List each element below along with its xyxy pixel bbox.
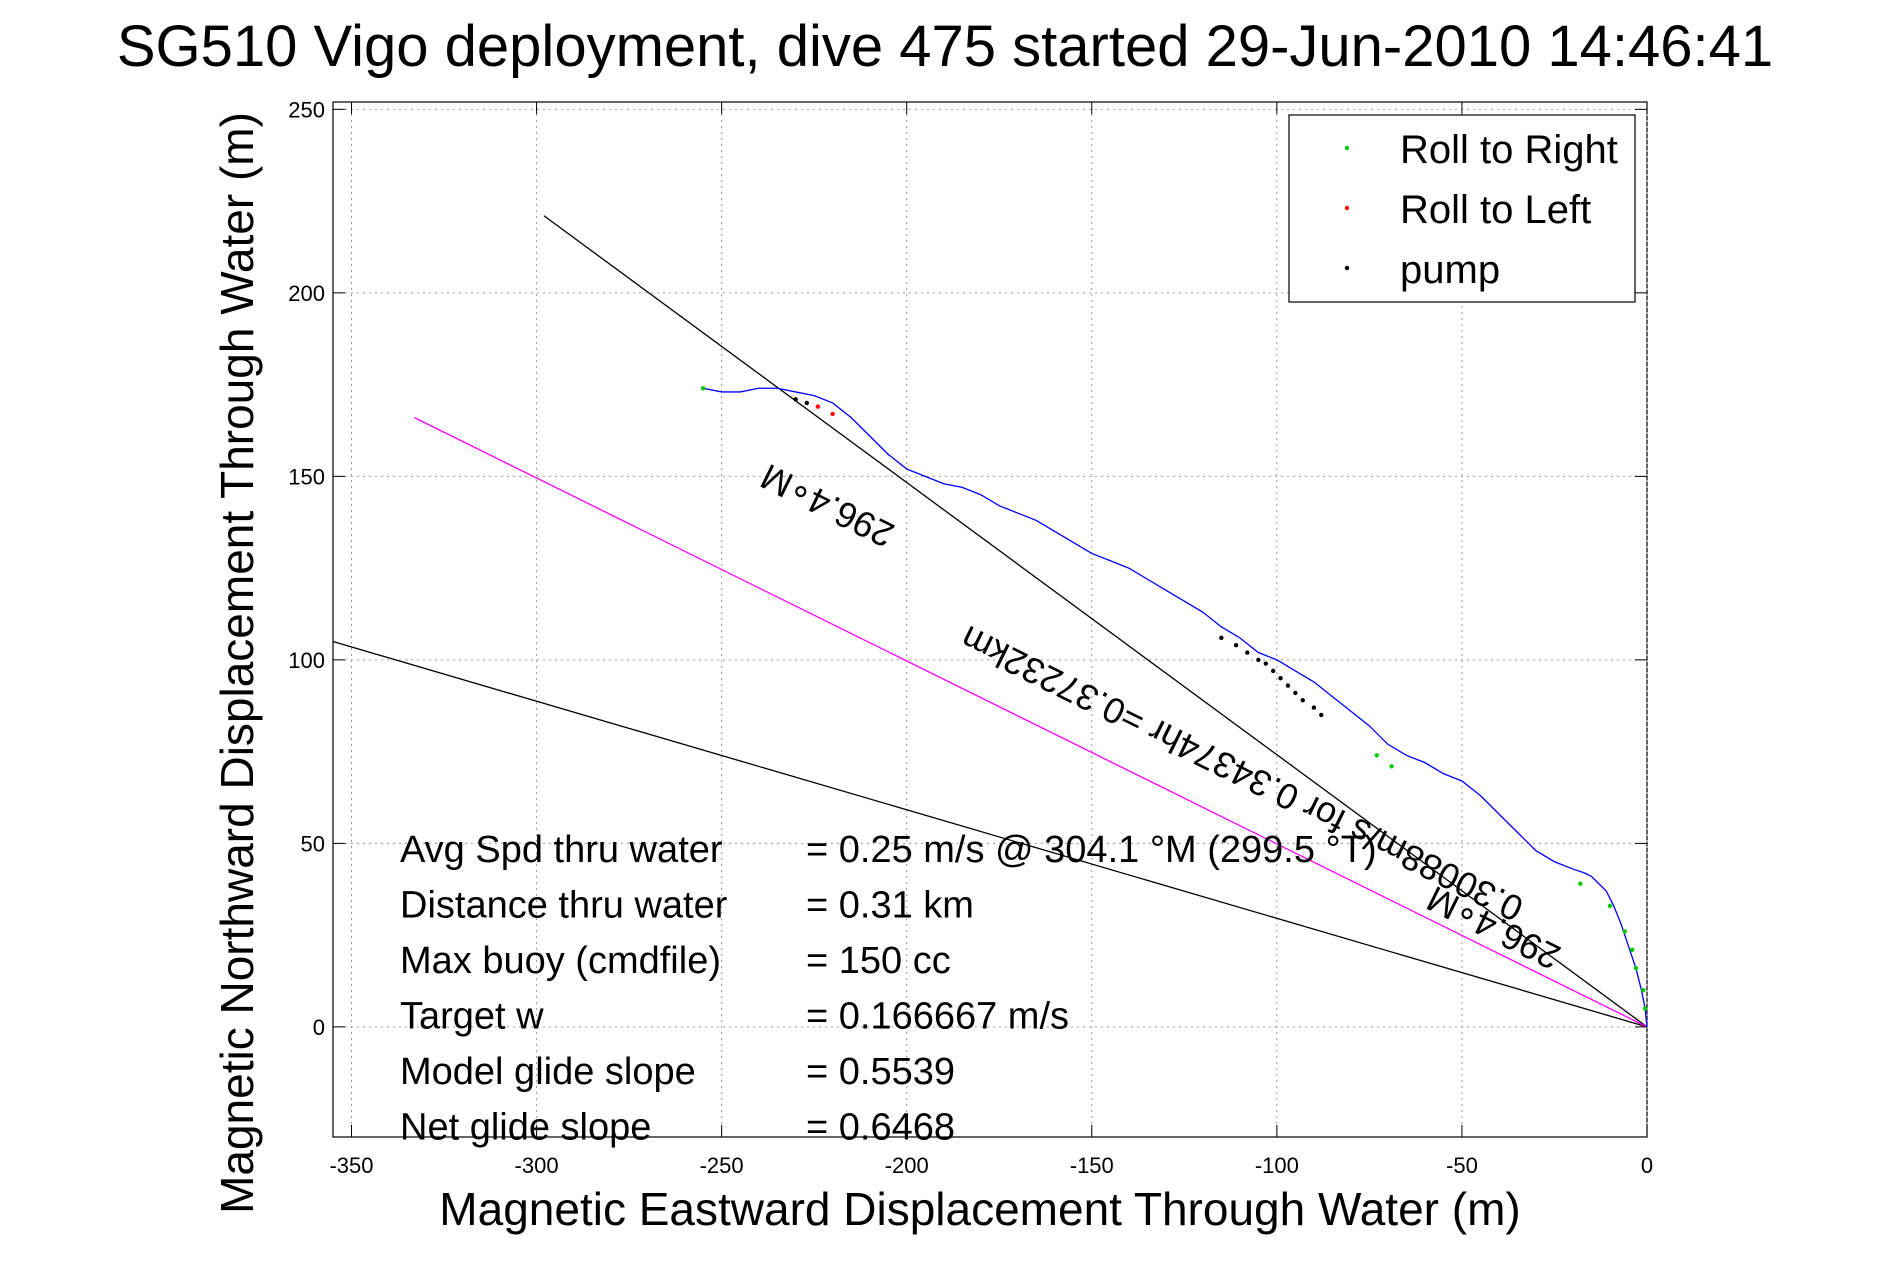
legend-entry-label: pump <box>1400 248 1500 292</box>
x-tick-label: -100 <box>1255 1153 1299 1178</box>
magenta-line <box>414 417 1648 1028</box>
annotation-label: Distance thru water <box>400 885 728 927</box>
legend-marker <box>1344 205 1350 211</box>
legend-marker <box>1344 145 1350 151</box>
x-tick-label: -200 <box>885 1153 929 1178</box>
annotation-value: = 0.6468 <box>806 1107 955 1149</box>
black-line-upper <box>543 215 1648 1028</box>
roll-right-marker <box>1607 903 1613 908</box>
roll-right-marker <box>1374 753 1379 758</box>
chart-title: SG510 Vigo deployment, dive 475 started … <box>117 14 1773 79</box>
y-axis-label: Magnetic Northward Displacement Through … <box>211 112 263 1214</box>
annotation-label: Net glide slope <box>400 1107 651 1149</box>
pump-marker <box>1270 668 1276 674</box>
annotations: Avg Spd thru water = 0.25 m/s @ 304.1 °M … <box>400 829 1377 1149</box>
pump-marker <box>1245 650 1250 655</box>
markers-layer <box>700 386 1648 1011</box>
legend-marker <box>1344 265 1350 271</box>
annotation-value: = 0.25 m/s @ 304.1 °M (299.5 °T) <box>806 829 1377 871</box>
x-tick-label: -300 <box>515 1153 559 1178</box>
x-tick-label: 0 <box>1641 1153 1653 1178</box>
pump-marker <box>1278 676 1283 681</box>
pump-marker <box>1219 635 1224 641</box>
roll-left-marker <box>830 411 835 417</box>
x-axis-label: Magnetic Eastward Displacement Through W… <box>439 1183 1520 1235</box>
legend: Roll to Right Roll to Left pump <box>1288 114 1636 303</box>
annotation-label: Target w <box>400 996 544 1038</box>
roll-right-marker <box>1633 965 1639 971</box>
annotation-value: = 0.5539 <box>806 1051 955 1093</box>
pump-marker <box>1233 642 1239 648</box>
pump-marker <box>1300 698 1305 703</box>
series-line-track <box>703 387 1648 1027</box>
pump-marker <box>1256 657 1261 663</box>
y-tick-label: 150 <box>288 464 325 489</box>
annotation-value: = 0.31 km <box>806 885 974 927</box>
annotation-label: Model glide slope <box>400 1051 696 1093</box>
roll-right-marker <box>1629 947 1635 953</box>
annotation-value: = 150 cc <box>806 940 951 982</box>
x-tick-label: -350 <box>329 1153 373 1178</box>
ticks-layer: -350 -300 -250 -200 -150 -100 -50 0 0 50 100 150 200… <box>288 97 1653 1178</box>
pump-marker <box>1263 661 1268 666</box>
pump-marker <box>1319 712 1324 718</box>
pump-marker <box>1293 690 1298 696</box>
roll-right-marker <box>1578 881 1583 886</box>
y-tick-label: 200 <box>288 281 325 306</box>
pump-marker <box>793 397 798 402</box>
roll-right-marker <box>1389 764 1394 769</box>
y-tick-label: 0 <box>313 1015 325 1040</box>
annotation-value: = 0.166667 m/s <box>806 996 1069 1038</box>
roll-left-marker <box>815 404 821 409</box>
y-tick-label: 250 <box>288 97 325 122</box>
pump-marker <box>1285 683 1291 688</box>
black-line-lower <box>332 640 1648 1028</box>
roll-right-marker <box>700 386 706 391</box>
pump-marker <box>804 400 809 406</box>
pump-marker <box>1311 705 1317 710</box>
grid <box>333 102 1648 1137</box>
y-tick-label: 50 <box>301 831 325 856</box>
x-tick-label: -250 <box>700 1153 744 1178</box>
annotation-label: Max buoy (cmdfile) <box>400 940 721 982</box>
y-tick-label: 100 <box>288 648 325 673</box>
reference-lines <box>332 215 1648 1028</box>
roll-right-marker <box>1641 987 1646 993</box>
series-layer <box>703 387 1648 1027</box>
roll-right-marker <box>1622 929 1627 934</box>
annotation-label: Avg Spd thru water <box>400 829 723 871</box>
x-tick-label: -150 <box>1070 1153 1114 1178</box>
legend-entry-label: Roll to Right <box>1400 128 1618 172</box>
x-tick-label: -50 <box>1446 1153 1478 1178</box>
legend-entry-label: Roll to Left <box>1400 188 1591 232</box>
roll-right-marker <box>1642 1006 1648 1011</box>
